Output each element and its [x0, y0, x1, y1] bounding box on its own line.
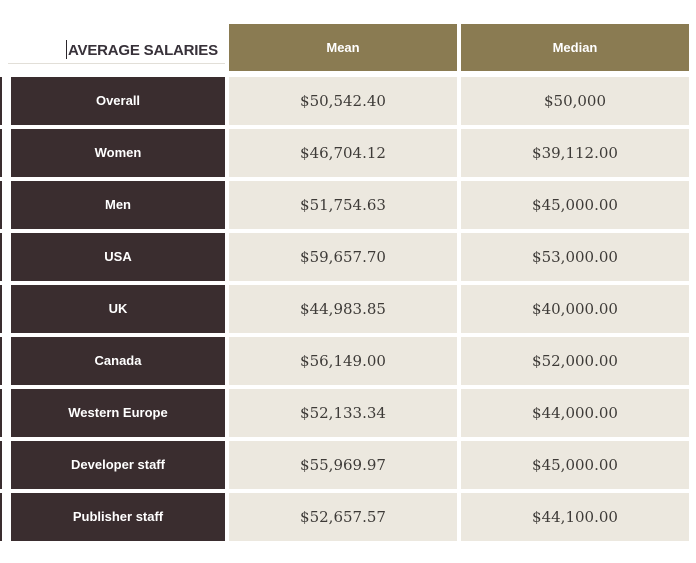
- mean-cell: $52,657.57: [229, 493, 457, 541]
- table-body: Overall $50,542.40 $50,000 Women $46,704…: [0, 77, 689, 541]
- table-title: AVERAGE SALARIES: [68, 42, 218, 59]
- left-edge-sliver: [0, 129, 2, 177]
- left-edge-spacer: [2, 337, 11, 385]
- left-edge-spacer: [2, 285, 11, 333]
- row-label: Developer staff: [11, 441, 225, 489]
- left-edge-sliver: [0, 181, 2, 229]
- median-cell: $53,000.00: [461, 233, 689, 281]
- table-row: Developer staff $55,969.97 $45,000.00: [0, 441, 689, 489]
- mean-cell: $46,704.12: [229, 129, 457, 177]
- median-cell: $45,000.00: [461, 441, 689, 489]
- table-row: Western Europe $52,133.34 $44,000.00: [0, 389, 689, 437]
- median-cell: $39,112.00: [461, 129, 689, 177]
- column-header-median: Median: [461, 24, 689, 71]
- table-row: Canada $56,149.00 $52,000.00: [0, 337, 689, 385]
- median-cell: $50,000: [461, 77, 689, 125]
- left-edge-spacer: [2, 181, 11, 229]
- table-row: Men $51,754.63 $45,000.00: [0, 181, 689, 229]
- median-cell: $40,000.00: [461, 285, 689, 333]
- left-edge-sliver: [0, 77, 2, 125]
- left-edge-spacer: [2, 77, 11, 125]
- left-edge-sliver: [0, 389, 2, 437]
- left-edge-sliver: [0, 285, 2, 333]
- mean-cell: $56,149.00: [229, 337, 457, 385]
- table-title-cell[interactable]: AVERAGE SALARIES: [0, 24, 225, 71]
- row-label: USA: [11, 233, 225, 281]
- left-edge-spacer: [2, 441, 11, 489]
- left-edge-spacer: [2, 493, 11, 541]
- row-label: Canada: [11, 337, 225, 385]
- row-label: UK: [11, 285, 225, 333]
- table-row: Publisher staff $52,657.57 $44,100.00: [0, 493, 689, 541]
- salary-table: AVERAGE SALARIES Mean Median Overall $50…: [0, 24, 689, 545]
- table-header-row: AVERAGE SALARIES Mean Median: [0, 24, 689, 71]
- mean-cell: $52,133.34: [229, 389, 457, 437]
- mean-cell: $51,754.63: [229, 181, 457, 229]
- table-row: Overall $50,542.40 $50,000: [0, 77, 689, 125]
- column-header-mean: Mean: [229, 24, 457, 71]
- row-label: Men: [11, 181, 225, 229]
- mean-cell: $44,983.85: [229, 285, 457, 333]
- left-edge-spacer: [2, 129, 11, 177]
- left-edge-sliver: [0, 493, 2, 541]
- left-edge-sliver: [0, 441, 2, 489]
- left-edge-spacer: [2, 389, 11, 437]
- left-edge-sliver: [0, 233, 2, 281]
- row-label: Overall: [11, 77, 225, 125]
- median-cell: $52,000.00: [461, 337, 689, 385]
- table-row: USA $59,657.70 $53,000.00: [0, 233, 689, 281]
- left-edge-spacer: [2, 233, 11, 281]
- table-row: UK $44,983.85 $40,000.00: [0, 285, 689, 333]
- mean-cell: $50,542.40: [229, 77, 457, 125]
- text-cursor-caret: [66, 40, 67, 59]
- left-edge-sliver: [0, 337, 2, 385]
- row-label: Publisher staff: [11, 493, 225, 541]
- mean-cell: $55,969.97: [229, 441, 457, 489]
- median-cell: $44,100.00: [461, 493, 689, 541]
- mean-cell: $59,657.70: [229, 233, 457, 281]
- median-cell: $44,000.00: [461, 389, 689, 437]
- title-underline: [8, 63, 225, 64]
- row-label: Women: [11, 129, 225, 177]
- median-cell: $45,000.00: [461, 181, 689, 229]
- table-row: Women $46,704.12 $39,112.00: [0, 129, 689, 177]
- row-label: Western Europe: [11, 389, 225, 437]
